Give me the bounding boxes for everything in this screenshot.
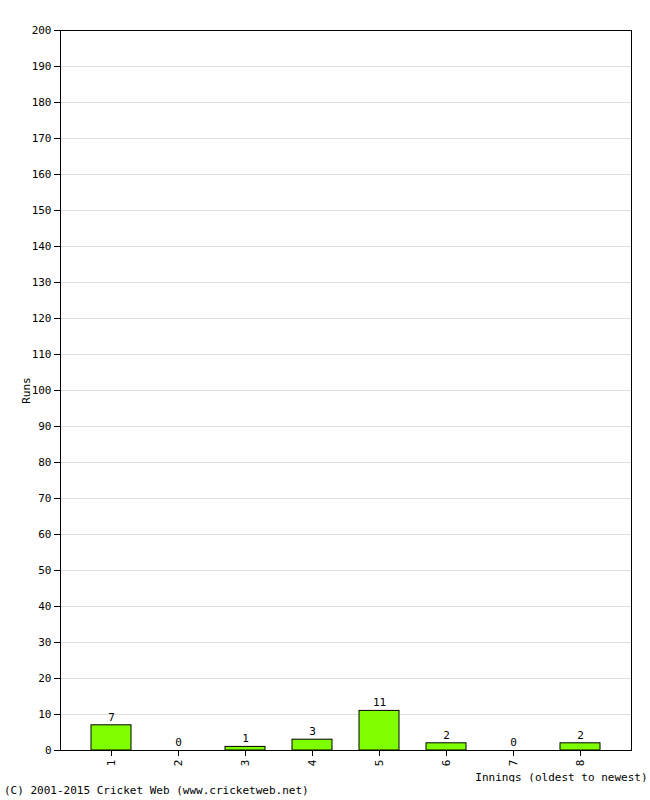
svg-text:2: 2 <box>577 729 584 742</box>
svg-text:1: 1 <box>242 732 249 745</box>
svg-text:80: 80 <box>38 456 51 469</box>
svg-text:0: 0 <box>510 736 517 749</box>
svg-text:50: 50 <box>38 564 51 577</box>
svg-text:40: 40 <box>38 600 51 613</box>
svg-text:100: 100 <box>32 384 52 397</box>
svg-text:60: 60 <box>38 528 51 541</box>
svg-text:130: 130 <box>32 276 52 289</box>
svg-text:2: 2 <box>172 760 185 767</box>
svg-text:3: 3 <box>239 760 252 767</box>
svg-text:7: 7 <box>108 711 115 724</box>
svg-text:190: 190 <box>32 60 52 73</box>
svg-text:1: 1 <box>105 760 118 767</box>
svg-text:0: 0 <box>175 736 182 749</box>
svg-text:7: 7 <box>507 760 520 767</box>
svg-text:3: 3 <box>309 725 316 738</box>
svg-text:8: 8 <box>574 760 587 767</box>
svg-text:120: 120 <box>32 312 52 325</box>
svg-text:70: 70 <box>38 492 51 505</box>
svg-text:2: 2 <box>443 729 450 742</box>
svg-text:170: 170 <box>32 132 52 145</box>
svg-text:110: 110 <box>32 348 52 361</box>
html-text:(C) 2001-2015 Cricket Web (www: (C) 2001-2015 Cricket Web (www.cricketwe… <box>4 784 309 797</box>
svg-text:140: 140 <box>32 240 52 253</box>
svg-text:200: 200 <box>32 24 52 37</box>
svg-text:11: 11 <box>373 696 386 709</box>
svg-text:160: 160 <box>32 168 52 181</box>
svg-text:90: 90 <box>38 420 51 433</box>
svg-text:30: 30 <box>38 636 51 649</box>
svg-text:6: 6 <box>440 760 453 767</box>
svg-text:5: 5 <box>373 760 386 767</box>
svg-text:10: 10 <box>38 708 51 721</box>
svg-text:150: 150 <box>32 204 52 217</box>
svg-text:Runs: Runs <box>20 377 33 404</box>
svg-text:180: 180 <box>32 96 52 109</box>
svg-text:0: 0 <box>45 744 52 757</box>
svg-text:Innings (oldest to newest): Innings (oldest to newest) <box>475 771 647 783</box>
svg-text:20: 20 <box>38 672 51 685</box>
svg-text:4: 4 <box>306 759 319 766</box>
